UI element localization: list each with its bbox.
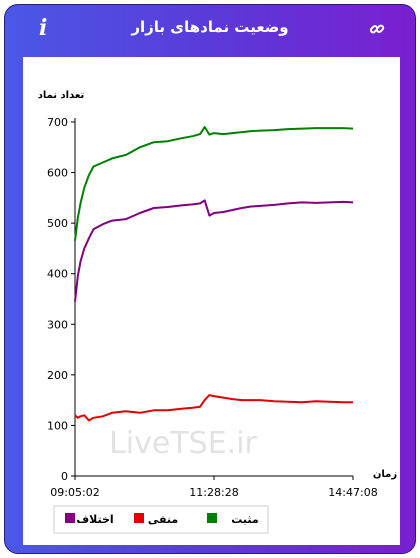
- widget-frame: i وضعیت نمادهای بازار تعداد نماد زمان Li…: [4, 4, 416, 554]
- y-tick-label: 400: [47, 268, 68, 281]
- y-axis-label: تعداد نماد: [38, 90, 85, 101]
- widget-title: وضعیت نمادهای بازار: [131, 18, 289, 36]
- x-axis-label: زمان: [373, 469, 397, 480]
- y-tick-label: 200: [47, 369, 68, 382]
- chart-svg: تعداد نماد زمان LiveTSE.ir 0 100 200 300 400…: [38, 90, 397, 534]
- legend-swatch: [207, 513, 217, 523]
- link-icon[interactable]: [369, 21, 385, 37]
- y-tick-label: 100: [47, 419, 68, 432]
- y-tick-label: 700: [47, 116, 68, 129]
- series-line: [74, 394, 353, 422]
- y-tick-label: 500: [47, 217, 68, 230]
- legend: مثبت منفی اختلاف: [53, 505, 269, 534]
- y-tick-label: 600: [47, 167, 68, 180]
- legend-box: [53, 505, 269, 534]
- x-tick-label: 09:05:02: [50, 486, 99, 499]
- x-tick-label: 11:28:28: [189, 486, 238, 499]
- watermark: LiveTSE.ir: [109, 426, 257, 461]
- legend-swatch: [65, 513, 75, 523]
- x-tick-label: 14:47:08: [328, 486, 377, 499]
- legend-label: مثبت: [231, 513, 258, 526]
- series-line: [74, 126, 354, 241]
- y-tick-label: 0: [61, 470, 68, 483]
- chart-panel: تعداد نماد زمان LiveTSE.ir 0 100 200 300 400…: [23, 57, 400, 545]
- widget-header: i وضعیت نمادهای بازار: [5, 5, 415, 57]
- legend-swatch: [134, 513, 144, 523]
- series-line: [74, 199, 354, 302]
- legend-label: منفی: [148, 513, 178, 526]
- info-icon[interactable]: i: [39, 15, 48, 41]
- legend-label: اختلاف: [76, 513, 113, 526]
- y-tick-label: 300: [47, 318, 68, 331]
